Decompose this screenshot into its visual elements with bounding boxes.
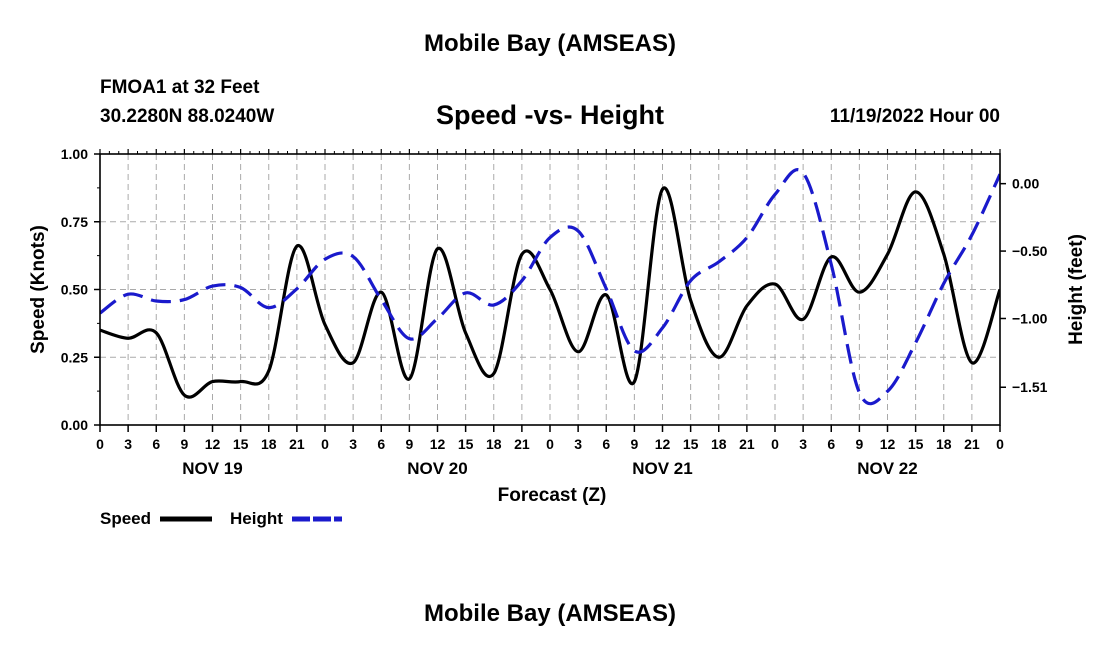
x-tick-label: 9 (180, 436, 188, 452)
x-tick-label: 3 (799, 436, 807, 452)
y-tick-label-right: −0.50 (1012, 243, 1048, 259)
legend-label-height: Height (230, 509, 283, 528)
x-day-label: NOV 21 (632, 459, 692, 478)
x-tick-label: 21 (964, 436, 980, 452)
x-tick-label: 12 (205, 436, 221, 452)
x-tick-label: 18 (711, 436, 727, 452)
main-title: Mobile Bay (AMSEAS) (423, 30, 677, 57)
y-tick-label-left: 0.00 (61, 417, 88, 433)
x-tick-label: 12 (430, 436, 446, 452)
grid (100, 154, 1000, 425)
bottom-title: Mobile Bay (AMSEAS) (423, 600, 677, 627)
x-tick-label: 12 (655, 436, 671, 452)
x-tick-label: 18 (486, 436, 502, 452)
x-tick-label: 18 (261, 436, 277, 452)
y-tick-label-left: 1.00 (61, 146, 88, 162)
x-tick-label: 3 (574, 436, 582, 452)
y-tick-label-right: −1.51 (1012, 379, 1048, 395)
x-tick-label: 21 (289, 436, 305, 452)
y-tick-label-right: 0.00 (1012, 176, 1039, 192)
y-tick-label-left: 0.25 (61, 349, 88, 365)
series-line-speed (100, 186, 1000, 399)
x-tick-label: 9 (630, 436, 638, 452)
x-tick-label: 6 (152, 436, 160, 452)
chart-title: Speed -vs- Height (435, 100, 665, 130)
y-axis-title-right: Height (feet) (1066, 234, 1087, 345)
x-tick-label: 6 (377, 436, 385, 452)
x-day-label: NOV 20 (407, 459, 467, 478)
x-tick-label: 9 (405, 436, 413, 452)
x-tick-label: 18 (936, 436, 952, 452)
legend-label-speed: Speed (100, 509, 151, 528)
x-tick-label: 21 (739, 436, 755, 452)
x-tick-label: 3 (349, 436, 357, 452)
x-tick-label: 12 (880, 436, 896, 452)
x-tick-label: 0 (996, 436, 1004, 452)
legend: Speed Height (100, 509, 342, 528)
y-tick-label-left: 0.75 (61, 214, 88, 230)
x-tick-label: 0 (546, 436, 554, 452)
x-day-label: NOV 19 (182, 459, 242, 478)
x-tick-label: 15 (683, 436, 699, 452)
x-tick-label: 6 (602, 436, 610, 452)
forecast-datetime: 11/19/2022 Hour 00 (829, 106, 1000, 127)
x-day-label: NOV 22 (857, 459, 917, 478)
x-tick-label: 15 (233, 436, 249, 452)
x-tick-label: 0 (771, 436, 779, 452)
x-tick-label: 6 (827, 436, 835, 452)
x-axis-title: Forecast (Z) (498, 485, 607, 506)
station-label: FMOA1 at 32 Feet (100, 77, 260, 98)
axis-ticks (94, 149, 1006, 432)
y-tick-label-right: −1.00 (1012, 310, 1048, 326)
coordinates-label: 30.2280N 88.0240W (100, 106, 275, 127)
series-line-height (100, 168, 1000, 406)
x-tick-label: 0 (96, 436, 104, 452)
x-tick-label: 15 (908, 436, 924, 452)
axis-labels: 0 3 6 9 12 15 18 21 0 3 6 9 12 15 18 21 0 3 6 9 12 15 18 21 0 3 6 9… (28, 146, 1087, 506)
y-axis-title-left: Speed (Knots) (28, 225, 49, 354)
x-tick-label: 15 (458, 436, 474, 452)
x-tick-label: 0 (321, 436, 329, 452)
x-tick-label: 9 (855, 436, 863, 452)
series-layer (100, 168, 1000, 406)
y-tick-label-left: 0.50 (61, 282, 88, 298)
x-tick-label: 21 (514, 436, 530, 452)
x-tick-label: 3 (124, 436, 132, 452)
